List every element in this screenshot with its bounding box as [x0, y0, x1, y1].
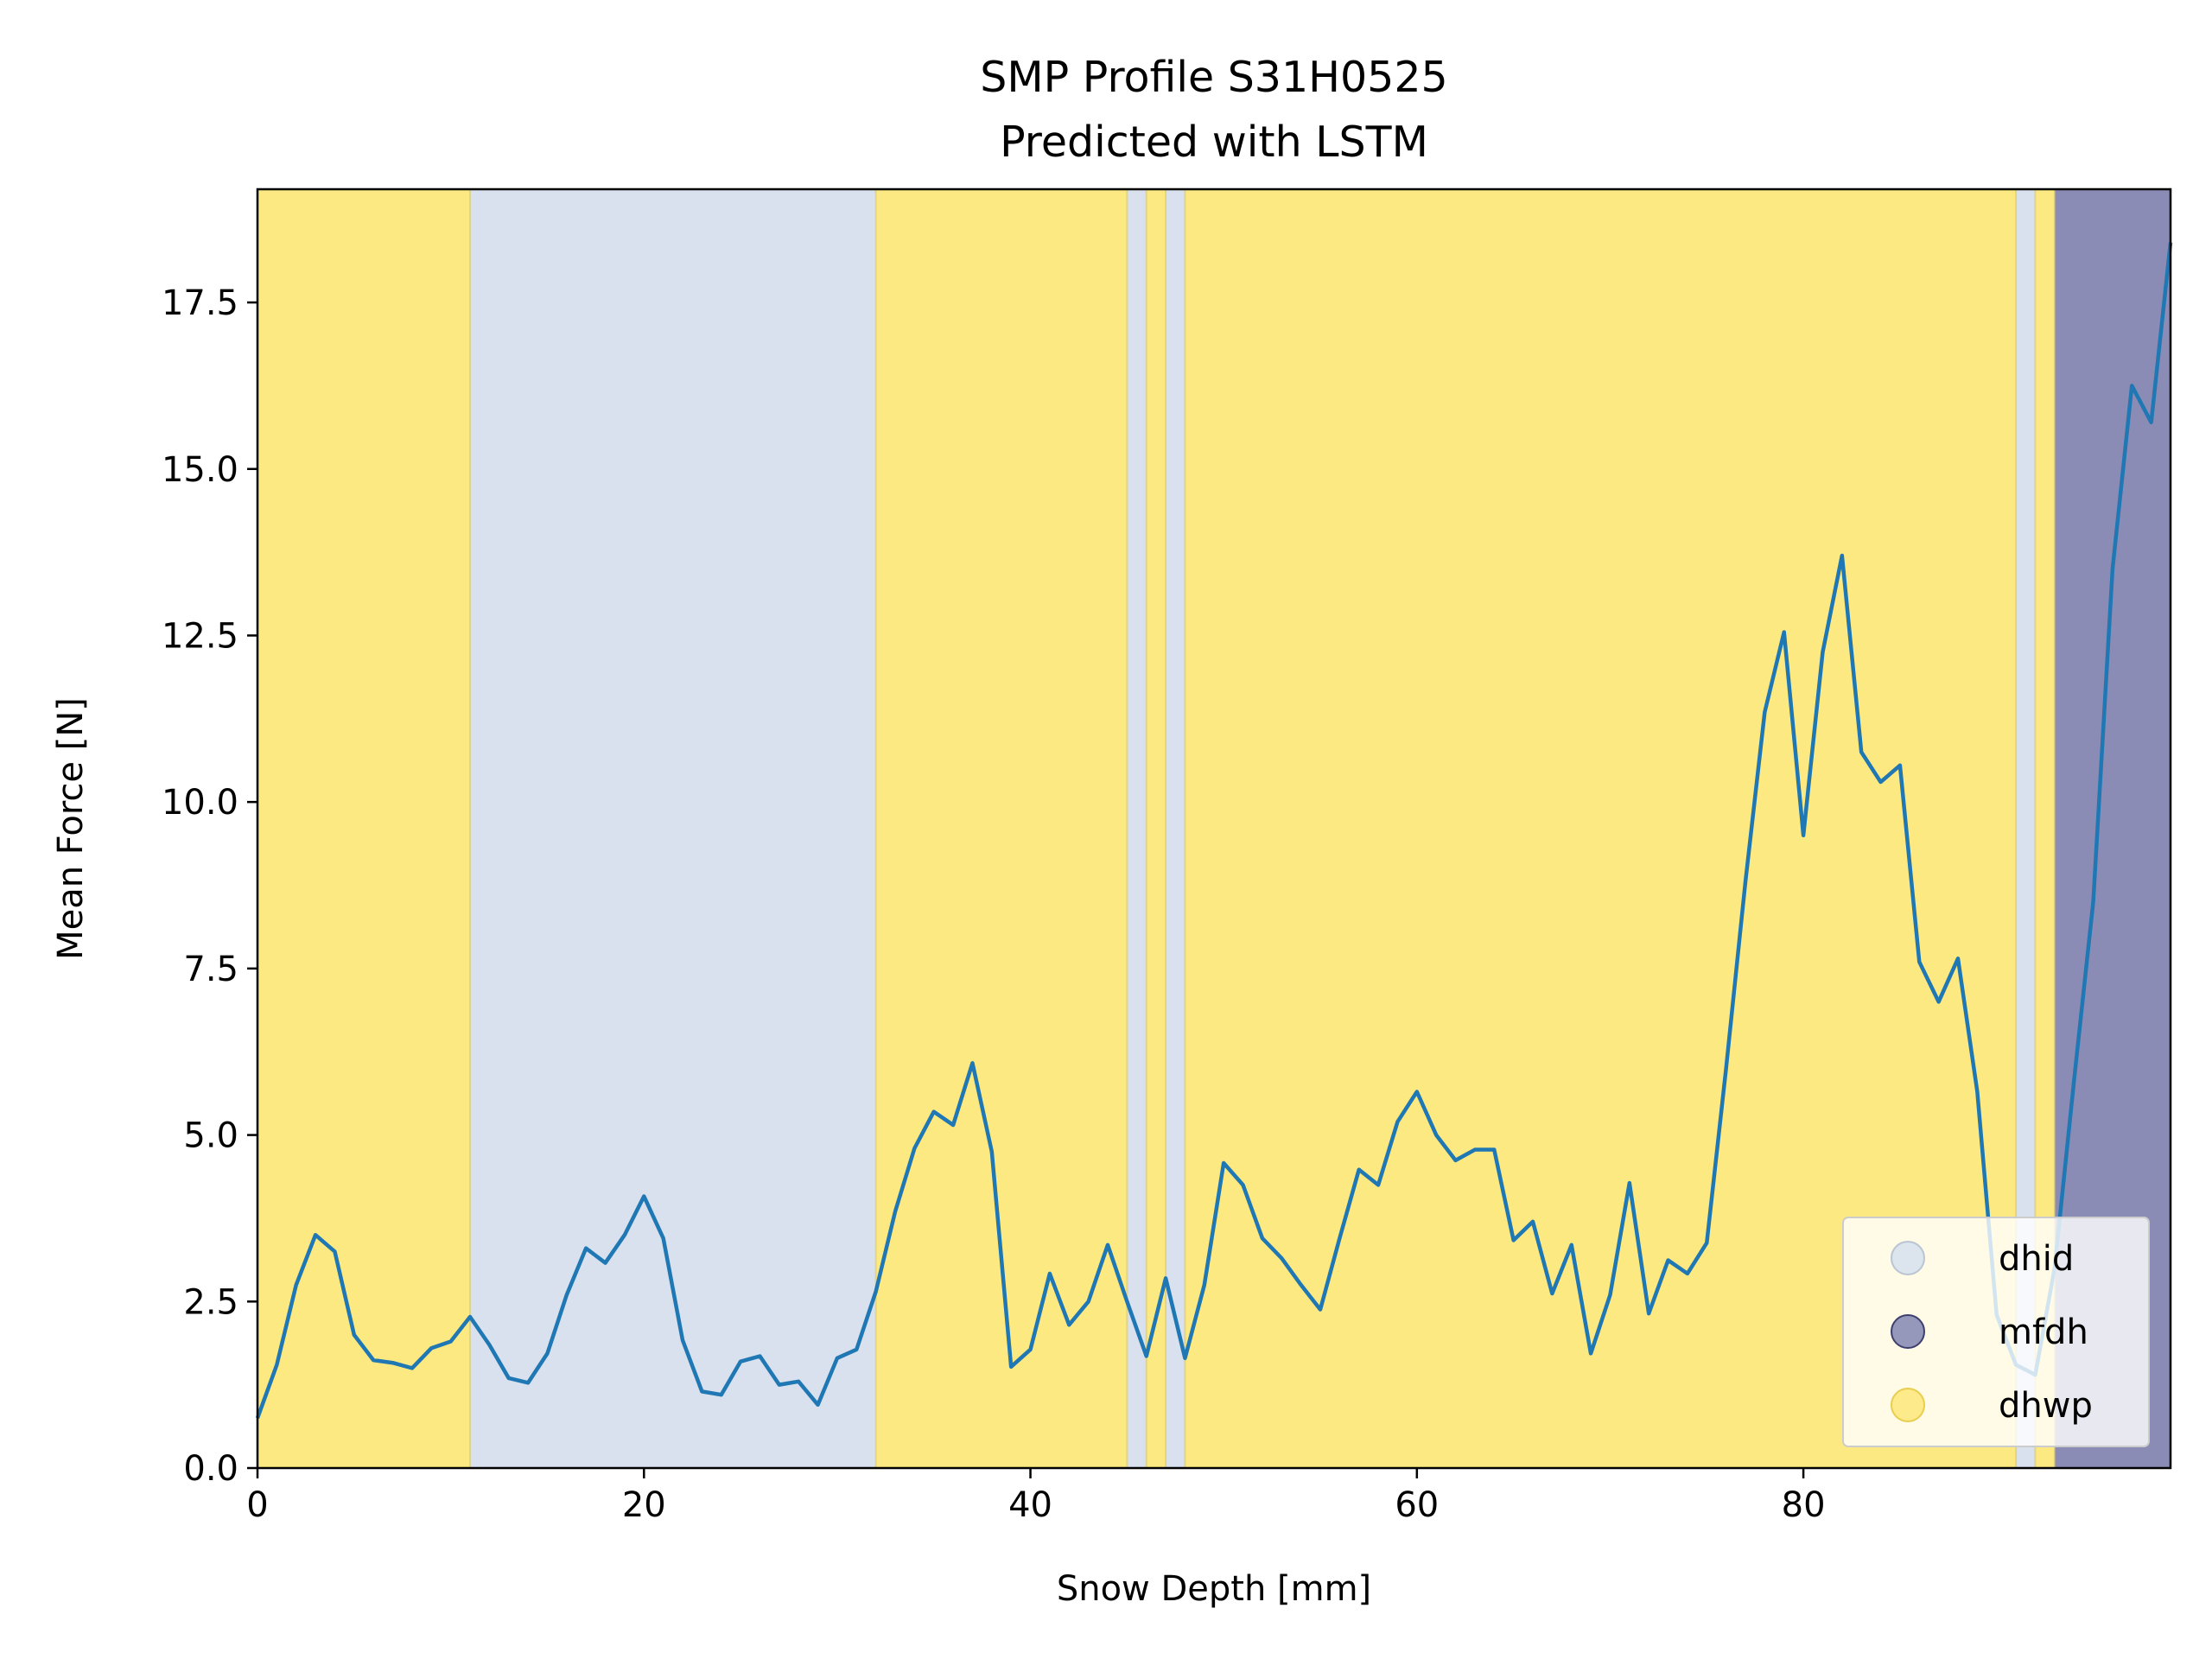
- legend-label-dhwp: dhwp: [1999, 1386, 2093, 1426]
- segment-dhwp: [257, 189, 470, 1468]
- legend-items: dhid mfdh dhwp: [1891, 1239, 2093, 1426]
- chart-title: SMP Profile S31H0525: [980, 53, 1447, 102]
- y-tick-label: 7.5: [183, 950, 238, 989]
- y-tick-label: 12.5: [162, 616, 238, 656]
- legend-box: [1842, 1217, 2150, 1447]
- y-tick-label: 17.5: [162, 283, 238, 323]
- y-axis-label: Mean Force [N]: [51, 697, 91, 960]
- force-line-series: [255, 242, 2173, 1419]
- y-axis-ticks: 0.0 2.5 5.0 7.5 10.0 12.5 15.0 17.5: [162, 283, 257, 1489]
- y-tick-label: 0.0: [183, 1449, 238, 1489]
- segment-dhid: [1166, 189, 1185, 1468]
- x-tick-label: 40: [1008, 1485, 1052, 1525]
- segment-dhid: [1127, 189, 1147, 1468]
- axes-frame: [256, 188, 2172, 1470]
- background-segments: [257, 189, 2171, 1468]
- y-tick-label: 10.0: [162, 783, 238, 823]
- y-tick-label: 15.0: [162, 450, 238, 490]
- legend-label-dhid: dhid: [1999, 1239, 2074, 1279]
- legend: dhid mfdh dhwp: [1842, 1217, 2150, 1447]
- y-tick-label: 5.0: [183, 1116, 238, 1156]
- segment-dhwp: [2035, 189, 2055, 1468]
- chart-subtitle: Predicted with LSTM: [1000, 118, 1428, 167]
- legend-marker-mfdh: [1891, 1314, 1925, 1349]
- legend-marker-dhid: [1891, 1241, 1925, 1275]
- x-tick-label: 60: [1395, 1485, 1439, 1525]
- x-axis-ticks: 0 20 40 60 80: [246, 1468, 1826, 1525]
- y-tick-label: 2.5: [183, 1282, 238, 1322]
- x-axis-label: Snow Depth [mm]: [1057, 1569, 1371, 1609]
- x-tick-label: 0: [246, 1485, 268, 1525]
- segment-dhwp: [1146, 189, 1166, 1468]
- legend-marker-dhwp: [1891, 1388, 1925, 1422]
- x-tick-label: 20: [622, 1485, 666, 1525]
- segment-dhid: [470, 189, 876, 1468]
- force-line: [255, 242, 2173, 1419]
- x-tick-label: 80: [1782, 1485, 1826, 1525]
- legend-label-mfdh: mfdh: [1999, 1313, 2088, 1352]
- segment-dhid: [2016, 189, 2036, 1468]
